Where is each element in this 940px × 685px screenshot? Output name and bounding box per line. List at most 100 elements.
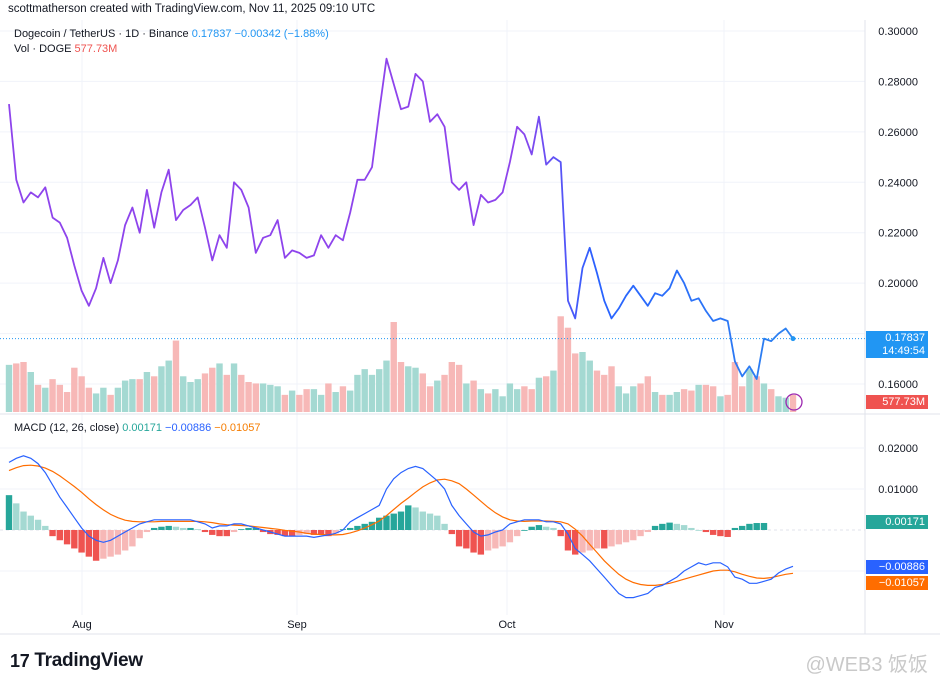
macd-axis-label: 0.01000 (878, 484, 918, 496)
macd-histogram-bar (695, 530, 702, 531)
volume-bar (288, 390, 296, 412)
volume-bar (136, 379, 143, 412)
last-price: 0.17837 (191, 28, 232, 40)
macd-histogram-bar (579, 530, 586, 553)
macd-histogram-bar (317, 530, 325, 535)
macd-histogram-bar (274, 530, 281, 535)
macd-histogram-bar (753, 523, 760, 530)
volume-bar (506, 383, 514, 412)
macd-histogram-bar (230, 530, 238, 533)
volume-bar (528, 389, 535, 412)
volume-bar (557, 316, 564, 412)
volume-bar (143, 372, 151, 412)
price-axis-label: 0.26000 (878, 127, 918, 139)
macd-histogram-bar (506, 530, 514, 543)
volume-bar (259, 383, 267, 412)
volume-bar (753, 376, 760, 412)
volume-bar (63, 392, 71, 412)
macd-histogram-bar (136, 530, 143, 539)
macd-histogram-bar (143, 530, 151, 533)
volume-bar (521, 386, 528, 412)
macd-histogram-bar (535, 525, 543, 530)
volume-bar (13, 363, 20, 412)
volume-bar (397, 362, 405, 412)
macd-histogram-bar (361, 523, 368, 530)
volume-bar (782, 397, 789, 412)
volume-bar (695, 384, 702, 412)
volume-bar (92, 393, 100, 412)
volume-bar (615, 386, 622, 412)
macd-histogram-bar (129, 530, 136, 547)
macd-histogram-bar (310, 530, 318, 535)
macd-histogram-bar (601, 530, 608, 549)
macd-hist-tag: 0.00171 (866, 515, 928, 529)
macd-histogram-bar (731, 527, 739, 530)
macd-histogram-bar (688, 527, 695, 530)
volume-bar (354, 374, 361, 412)
volume-bar (100, 387, 107, 412)
macd-histogram-bar (615, 530, 622, 545)
volume-bar (470, 380, 477, 412)
macd-histogram-bar (150, 527, 158, 530)
price-axis-label: 0.24000 (878, 177, 918, 189)
volume-bar (252, 383, 260, 412)
macd-histogram-bar (738, 525, 746, 530)
macd-histogram-bar (56, 530, 64, 541)
volume-bar (550, 370, 557, 412)
volume-bar (107, 394, 114, 412)
last-price-dot (790, 336, 796, 342)
volume-value: 577.73M (74, 43, 118, 55)
volume-bar (158, 366, 165, 412)
macd-histogram-bar (209, 530, 216, 535)
volume-bar (56, 384, 64, 412)
volume-bar (223, 374, 230, 412)
macd-histogram-bar (194, 529, 201, 530)
macd-histogram-bar (470, 530, 477, 553)
macd-histogram-bar (165, 525, 172, 530)
volume-bar (789, 394, 797, 412)
volume-bar (622, 393, 630, 412)
tradingview-logo-icon: 17 (10, 650, 30, 671)
tradingview-logo[interactable]: 17 TradingView (10, 650, 143, 672)
volume-bar (593, 370, 601, 412)
volume-bar (194, 379, 201, 412)
macd-histogram-bar (521, 530, 528, 531)
volume-bar (768, 389, 775, 412)
volume-bar (434, 380, 441, 412)
macd-histogram-bar (455, 530, 463, 547)
macd-histogram-bar (201, 530, 209, 533)
volume-bar (27, 372, 34, 412)
macd-histogram-bar (477, 530, 485, 555)
volume-bar (586, 360, 593, 412)
x-axis-label: Oct (498, 619, 515, 631)
macd-histogram-bar (419, 511, 426, 530)
macd-histogram-bar (187, 527, 194, 530)
macd-histogram-bar (405, 505, 412, 530)
macd-histogram-bar (158, 526, 165, 530)
volume-bar (448, 362, 456, 412)
price-tag: 0.17837 (866, 331, 928, 345)
macd-histogram-bar (303, 530, 310, 535)
volume-bar (492, 389, 499, 412)
symbol-legend[interactable]: Dogecoin / TetherUS · 1D · Binance 0.178… (14, 28, 329, 40)
chart-credit: scottmatherson created with TradingView.… (8, 3, 376, 15)
macd-line-value: −0.00886 (165, 422, 212, 434)
macd-histogram-bar (717, 530, 724, 537)
brand-name: TradingView (34, 650, 143, 671)
macd-histogram-bar (644, 530, 652, 533)
watermark: @WEB3 饭饭 (805, 654, 928, 676)
macd-legend[interactable]: MACD (12, 26, close) 0.00171 −0.00886 −0… (14, 422, 260, 434)
volume-bar (230, 363, 238, 412)
macd-histogram-bar (680, 525, 688, 530)
macd-histogram-bar (238, 529, 245, 530)
volume-legend[interactable]: Vol · DOGE 577.73M (14, 43, 117, 55)
macd-histogram-bar (368, 521, 376, 530)
volume-bar (245, 382, 252, 412)
volume-bar (477, 389, 485, 412)
macd-histogram-bar (107, 530, 114, 557)
price-line (8, 57, 794, 380)
macd-histogram-bar (245, 527, 252, 530)
macd-histogram-bar (332, 530, 339, 534)
macd-histogram-bar (114, 530, 122, 555)
volume-bar (499, 396, 506, 412)
